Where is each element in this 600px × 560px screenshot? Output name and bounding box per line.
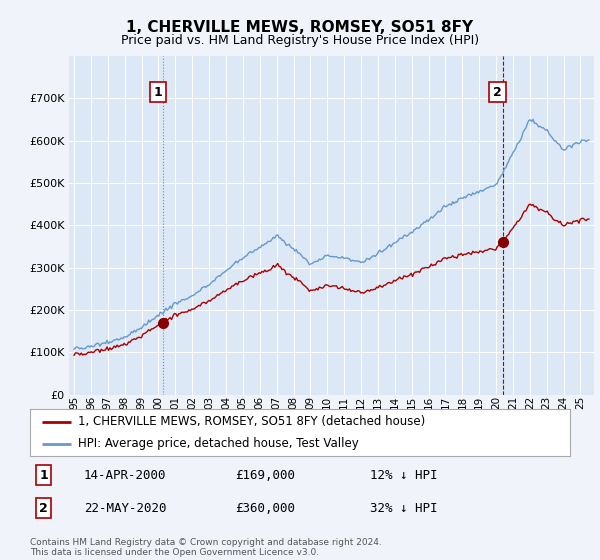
Text: 2: 2 xyxy=(493,86,502,99)
Text: HPI: Average price, detached house, Test Valley: HPI: Average price, detached house, Test… xyxy=(77,437,358,450)
Text: 1, CHERVILLE MEWS, ROMSEY, SO51 8FY: 1, CHERVILLE MEWS, ROMSEY, SO51 8FY xyxy=(127,20,473,35)
Text: 22-MAY-2020: 22-MAY-2020 xyxy=(84,502,167,515)
Text: 32% ↓ HPI: 32% ↓ HPI xyxy=(370,502,438,515)
Text: £360,000: £360,000 xyxy=(235,502,295,515)
Text: 1, CHERVILLE MEWS, ROMSEY, SO51 8FY (detached house): 1, CHERVILLE MEWS, ROMSEY, SO51 8FY (det… xyxy=(77,415,425,428)
Text: 2: 2 xyxy=(39,502,48,515)
Text: Contains HM Land Registry data © Crown copyright and database right 2024.
This d: Contains HM Land Registry data © Crown c… xyxy=(30,538,382,557)
Text: 12% ↓ HPI: 12% ↓ HPI xyxy=(370,469,438,482)
Text: Price paid vs. HM Land Registry's House Price Index (HPI): Price paid vs. HM Land Registry's House … xyxy=(121,34,479,46)
Text: 14-APR-2000: 14-APR-2000 xyxy=(84,469,167,482)
Text: £169,000: £169,000 xyxy=(235,469,295,482)
Text: 1: 1 xyxy=(39,469,48,482)
Text: 1: 1 xyxy=(154,86,163,99)
